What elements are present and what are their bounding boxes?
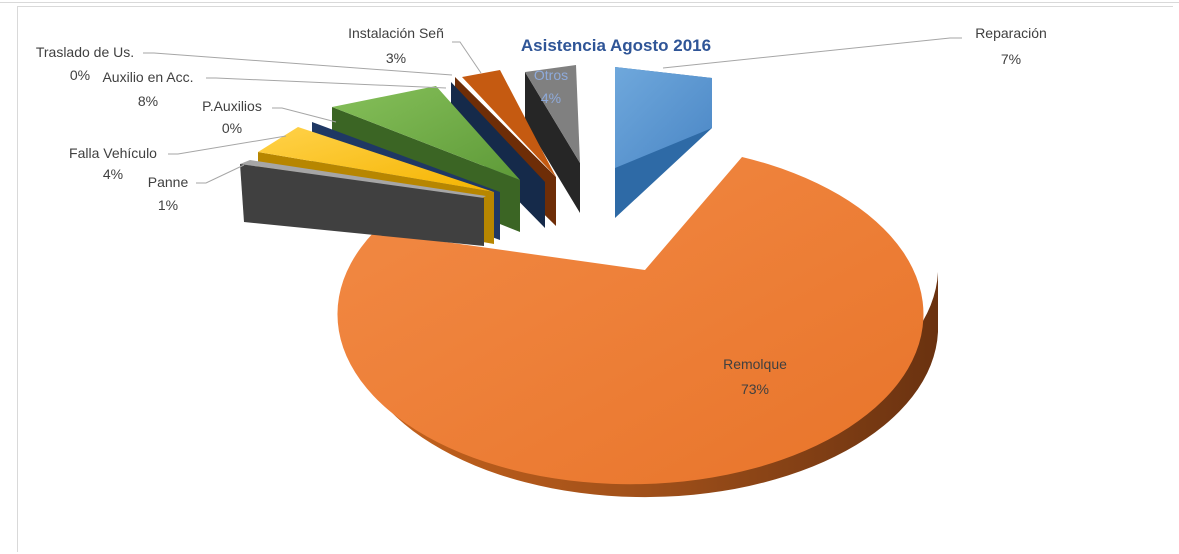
slice-traslado (451, 82, 545, 228)
leader-panne (196, 164, 245, 184)
label-panne-pct: 1% (158, 197, 178, 213)
slice-remolque-top (337, 157, 924, 485)
leader-traslado (143, 52, 453, 76)
label-p-auxilios-pct: 0% (222, 120, 242, 136)
top-border-line (0, 2, 1179, 3)
leader-auxilio (206, 77, 447, 89)
label-p-auxilios-name: P.Auxilios (202, 98, 262, 114)
slice-falla-top (258, 127, 494, 192)
slice-instalacion-top (462, 70, 556, 177)
label-instalacion-name: Instalación Señ (348, 25, 444, 41)
slice-otros-top (525, 65, 580, 163)
label-panne-name: Panne (148, 174, 189, 190)
slice-panne-side (240, 164, 484, 246)
label-falla-pct: 4% (103, 166, 123, 182)
label-falla-name: Falla Vehículo (69, 145, 157, 161)
label-reparacion-name: Reparación (975, 25, 1047, 41)
slice-panne-top (240, 160, 486, 199)
label-auxilio-pct: 8% (138, 93, 158, 109)
slice-panne (240, 160, 486, 246)
slice-otros (525, 65, 580, 213)
label-remolque-pct: 73% (741, 381, 769, 397)
label-traslado-pct: 0% (70, 67, 90, 83)
slice-otros-side (525, 72, 580, 213)
slice-reparacion-top (615, 67, 712, 168)
leader-reparacion (662, 37, 962, 69)
label-reparacion-pct: 7% (1001, 51, 1021, 67)
slice-auxilio-top (332, 86, 520, 180)
label-otros-pct: 4% (541, 90, 561, 106)
slice-reparacion (615, 67, 712, 218)
slice-traslado-side (451, 82, 545, 228)
leader-p-auxilios (272, 107, 337, 123)
label-otros-name: Otros (534, 67, 568, 83)
leader-instalacion (452, 41, 482, 74)
label-remolque-name: Remolque (723, 356, 787, 372)
label-instalacion-pct: 3% (386, 50, 406, 66)
label-traslado-name: Traslado de Us. (36, 44, 134, 60)
label-auxilio-name: Auxilio en Acc. (102, 69, 193, 85)
chart-title: Asistencia Agosto 2016 (521, 36, 711, 55)
leader-falla (168, 135, 287, 155)
slice-remolque (337, 157, 938, 498)
